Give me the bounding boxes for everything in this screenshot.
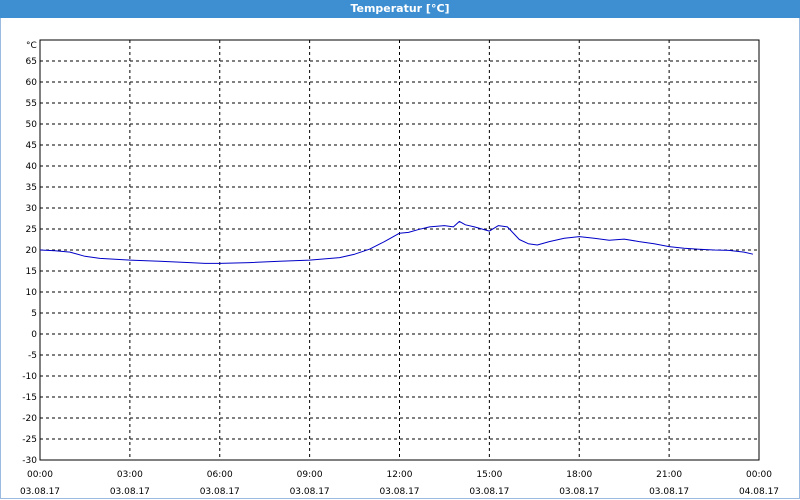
- x-tick-time-label: 15:00: [476, 470, 502, 480]
- temperature-series-line: [39, 220, 754, 264]
- y-tick-label: 15: [26, 267, 37, 277]
- x-tick-date-label: 03.08.17: [290, 487, 330, 497]
- y-tick-label: 10: [26, 288, 38, 298]
- x-tick-time-label: 03:00: [117, 470, 143, 480]
- y-tick-label: -30: [22, 456, 37, 466]
- chart-title: Temperatur [°C]: [350, 2, 450, 15]
- x-tick-time-label: 12:00: [387, 470, 413, 480]
- x-tick-date-label: 03.08.17: [200, 487, 240, 497]
- y-tick-label: 30: [26, 204, 38, 214]
- y-tick-label: -20: [22, 414, 37, 424]
- y-tick-label: 25: [26, 225, 37, 235]
- y-tick-label: 35: [26, 183, 37, 193]
- y-tick-label: 0: [31, 330, 37, 340]
- x-tick-date-label: 03.08.17: [559, 487, 599, 497]
- x-tick-time-label: 00:00: [27, 470, 53, 480]
- chart-title-bar: Temperatur [°C]: [0, 0, 800, 18]
- x-tick-time-label: 09:00: [297, 470, 323, 480]
- y-tick-label: 45: [26, 141, 37, 151]
- x-tick-date-label: 03.08.17: [469, 487, 509, 497]
- grid-lines: [40, 40, 759, 461]
- x-tick-time-label: 00:00: [746, 470, 772, 480]
- x-tick-date-label: 03.08.17: [379, 487, 419, 497]
- x-tick-time-label: 21:00: [656, 470, 682, 480]
- y-tick-label: -5: [28, 351, 37, 361]
- y-tick-label: 40: [26, 162, 38, 172]
- x-tick-date-label: 03.08.17: [20, 487, 60, 497]
- series-group: [39, 220, 754, 264]
- y-tick-label: -10: [22, 372, 37, 382]
- x-tick-date-label: 03.08.17: [110, 487, 150, 497]
- y-tick-label: 65: [26, 57, 37, 67]
- y-tick-label: -25: [22, 435, 37, 445]
- y-tick-label: 50: [26, 120, 38, 130]
- y-tick-labels: 65605550454035302520151050-5-10-15-20-25…: [22, 57, 37, 466]
- y-tick-label: 60: [26, 78, 38, 88]
- x-tick-date-label: 03.08.17: [649, 487, 689, 497]
- x-tick-time-label: 18:00: [566, 470, 592, 480]
- x-tick-time-label: 06:00: [207, 470, 233, 480]
- y-tick-label: -15: [22, 393, 37, 403]
- y-tick-label: 55: [26, 99, 37, 109]
- x-tick-labels: 00:00 03.08.17 03:00 03.08.17 06:00 03.08.17 0…: [20, 470, 779, 497]
- y-tick-label: 20: [26, 246, 38, 256]
- x-tick-date-label: 04.08.17: [739, 487, 779, 497]
- y-tick-label: 5: [31, 309, 37, 319]
- y-axis-unit-label: °C: [26, 41, 37, 51]
